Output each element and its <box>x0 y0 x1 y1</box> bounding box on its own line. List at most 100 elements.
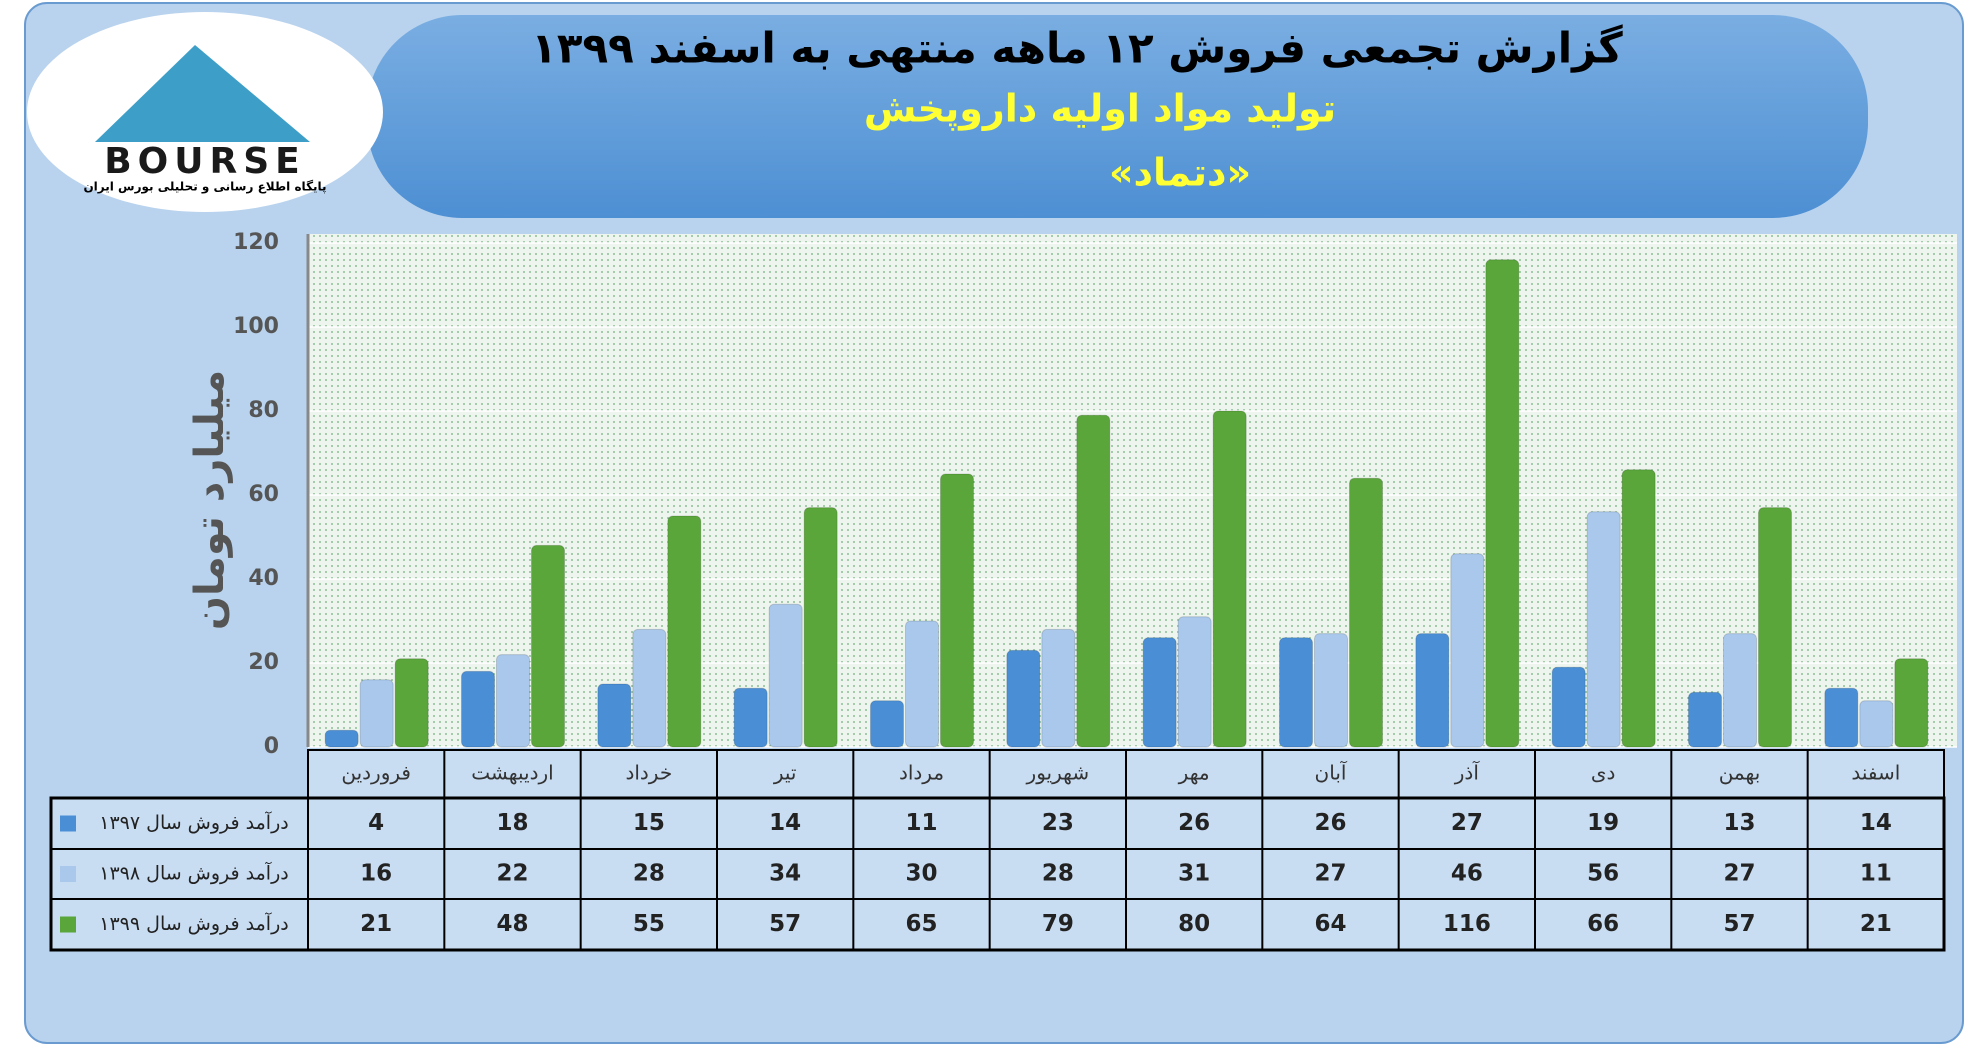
x-tick-label: بهمن <box>1719 761 1761 785</box>
table-value: 13 <box>1723 810 1755 836</box>
table-value: 16 <box>360 861 392 887</box>
bar <box>667 515 702 748</box>
table-value: 26 <box>1314 810 1346 836</box>
table-value: 34 <box>769 861 801 887</box>
bar <box>1006 649 1041 748</box>
legend-label: درآمد فروش سال ۱۳۹۸ <box>99 861 288 885</box>
table-value: 65 <box>905 911 937 937</box>
x-tick-label: اسفند <box>1851 761 1900 785</box>
table-value: 57 <box>769 911 801 937</box>
bar <box>1551 666 1586 748</box>
table-value: 21 <box>360 911 392 937</box>
y-tick-label: 120 <box>233 230 279 255</box>
x-tick-label: شهریور <box>1026 761 1090 785</box>
y-tick-label: 40 <box>248 566 279 591</box>
bar <box>1688 691 1722 748</box>
x-tick-label: مرداد <box>899 761 944 785</box>
legend-swatch <box>60 866 76 882</box>
logo-name: BOURSE <box>104 141 306 182</box>
table-value: 31 <box>1178 861 1210 887</box>
bar <box>1415 633 1450 748</box>
bar <box>1076 414 1111 748</box>
table-value: 22 <box>496 861 528 887</box>
bar <box>1450 553 1485 748</box>
bar <box>1586 511 1621 748</box>
x-tick-label: تیر <box>773 761 797 785</box>
bar <box>1041 628 1076 748</box>
table-value: 27 <box>1314 861 1346 887</box>
legend-swatch <box>60 916 76 933</box>
table-value: 18 <box>496 810 528 836</box>
table-body-bg <box>49 796 1946 952</box>
table-value: 11 <box>1860 861 1892 887</box>
bar <box>632 628 667 748</box>
table-value: 26 <box>1178 810 1210 836</box>
x-tick-label: فروردین <box>341 761 411 785</box>
table-value: 23 <box>1042 810 1074 836</box>
table-value: 11 <box>905 810 937 836</box>
table-value: 79 <box>1042 911 1074 937</box>
bar <box>1142 637 1177 748</box>
bar <box>1723 633 1757 748</box>
bar <box>1314 633 1348 748</box>
chart-subtitle: تولید مواد اولیه داروپخش <box>864 87 1336 132</box>
bar <box>1894 658 1929 748</box>
table-value: 27 <box>1723 861 1755 887</box>
bar <box>461 670 495 748</box>
bar <box>597 683 632 748</box>
x-tick-label: مهر <box>1178 761 1210 785</box>
legend-swatch <box>60 815 76 832</box>
y-tick-label: 20 <box>248 650 279 675</box>
bar <box>1859 700 1894 748</box>
bar <box>1485 259 1520 748</box>
y-tick-label: 60 <box>248 482 279 507</box>
logo-tagline: پایگاه اطلاع رسانی و تحلیلی بورس ایران <box>83 180 326 195</box>
y-axis-title: میلیارد تومان <box>187 370 233 630</box>
bar <box>1824 687 1859 748</box>
table-value: 4 <box>368 810 384 836</box>
x-tick-label: آذر <box>1454 760 1481 785</box>
table-value: 27 <box>1451 810 1483 836</box>
table-value: 55 <box>633 911 665 937</box>
table-value: 57 <box>1723 911 1755 937</box>
x-tick-label: آبان <box>1315 760 1348 785</box>
table-value: 46 <box>1451 861 1483 887</box>
legend-label: درآمد فروش سال ۱۳۹۷ <box>99 810 288 834</box>
table-value: 15 <box>633 810 665 836</box>
bar <box>1279 637 1313 748</box>
bar <box>531 544 565 748</box>
table-value: 48 <box>496 911 528 937</box>
legend-label: درآمد فروش سال ۱۳۹۹ <box>99 911 288 935</box>
bar <box>905 620 939 748</box>
table-value: 116 <box>1443 911 1491 937</box>
bar <box>803 507 838 748</box>
table-value: 28 <box>1042 861 1074 887</box>
table-value: 80 <box>1178 911 1210 937</box>
bar <box>394 658 429 748</box>
bar <box>768 603 803 748</box>
y-tick-label: 100 <box>233 314 279 339</box>
table-value: 64 <box>1314 911 1346 937</box>
title-banner <box>367 15 1868 218</box>
bar <box>940 473 974 748</box>
bar <box>1349 477 1383 748</box>
bar <box>1212 410 1247 748</box>
bar <box>496 654 530 748</box>
bar <box>870 700 904 748</box>
chart-symbol: «دتماد» <box>1109 151 1251 195</box>
bar <box>1758 507 1792 748</box>
bar <box>1177 616 1212 748</box>
bar <box>733 687 768 748</box>
y-tick-label: 80 <box>248 398 279 423</box>
bar <box>359 679 394 748</box>
bar <box>324 729 359 748</box>
x-tick-label: اردیبهشت <box>471 761 553 785</box>
logo-mark <box>95 45 310 142</box>
table-value: 28 <box>633 861 665 887</box>
y-tick-label: 0 <box>264 734 279 759</box>
table-value: 14 <box>769 810 801 836</box>
table-value: 19 <box>1587 810 1619 836</box>
table-value: 14 <box>1860 810 1892 836</box>
x-tick-label: دی <box>1591 761 1616 785</box>
